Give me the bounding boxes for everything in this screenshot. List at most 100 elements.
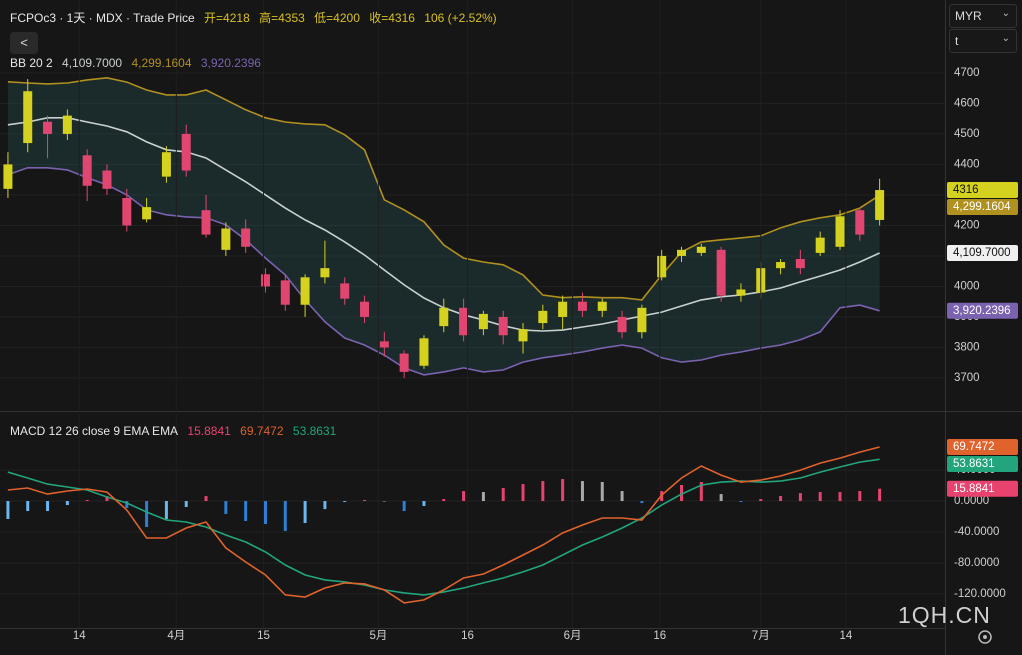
x-tick-label: 16	[461, 630, 474, 642]
histogram-bar	[224, 501, 228, 514]
histogram-bar	[878, 488, 882, 502]
candle-body	[538, 310, 548, 324]
candle-body	[736, 289, 746, 296]
candle-body	[518, 329, 528, 342]
candle-body	[221, 228, 231, 250]
x-tick-label: 7月	[752, 630, 770, 642]
currency: MYR	[955, 9, 982, 23]
candle-body	[637, 307, 647, 333]
candle-body	[419, 338, 429, 366]
currency-select[interactable]: MYR ⌄	[949, 4, 1017, 28]
indicator-name: BB 20 2	[10, 56, 53, 70]
indicator-name: MACD 12 26 close 9 EMA EMA	[10, 424, 179, 438]
bb-line	[7, 167, 880, 376]
bb-band-fill	[7, 77, 880, 375]
candle-body	[340, 283, 350, 299]
y-tick-label: -120.0000	[954, 588, 1006, 600]
histogram-bar	[303, 501, 307, 524]
histogram-bar	[481, 492, 485, 502]
legend-value: 4,109.7000	[62, 56, 123, 70]
symbol-title: FCPOc3 · 1天 · MDX · Trade Price	[10, 11, 195, 25]
price-badge-label: 4,109.7000	[953, 247, 1011, 259]
x-tick-label: 16	[653, 630, 666, 642]
histogram-bar	[105, 496, 109, 502]
histogram-bar	[382, 501, 386, 502]
histogram-bar	[442, 499, 446, 502]
unit-select[interactable]: t ⌄	[949, 29, 1017, 53]
signal-line	[7, 458, 880, 596]
candle-body	[260, 274, 270, 287]
histogram-bar	[640, 501, 644, 504]
histogram-bar	[680, 485, 684, 502]
candle-body	[478, 313, 488, 330]
histogram-bar	[244, 501, 248, 522]
price-badge	[947, 302, 1018, 319]
candle-body	[677, 249, 687, 256]
histogram-bar	[561, 479, 565, 502]
candle-body	[498, 316, 508, 336]
settings-icon[interactable]	[978, 630, 992, 644]
histogram-bar	[462, 491, 466, 502]
histogram-bar	[164, 501, 168, 519]
candle-body	[82, 155, 92, 186]
macd-legend: MACD 12 26 close 9 EMA EMA 15.8841 69.74…	[10, 424, 342, 438]
candle-body	[300, 277, 310, 305]
histogram-bar	[541, 481, 545, 502]
y-tick-label: 4600	[954, 97, 980, 109]
ohlc-low: 低=4200	[314, 11, 360, 25]
ohlc-close: 收=4316	[369, 11, 415, 25]
histogram-bar	[838, 492, 842, 502]
histogram-bar	[521, 484, 525, 502]
price-badge-label: 4,299.1604	[953, 201, 1011, 213]
histogram-bar	[204, 496, 208, 502]
price-badge-label: 4316	[953, 184, 979, 196]
histogram-bar	[145, 501, 149, 527]
candle-body	[43, 121, 53, 134]
candle-body	[617, 316, 627, 333]
candle-body	[62, 115, 72, 134]
y-tick-label: 3800	[954, 341, 980, 353]
candle-body	[835, 216, 845, 247]
histogram-bar	[600, 481, 604, 502]
histogram-bar	[363, 500, 367, 502]
legend-value: 53.8631	[292, 424, 337, 438]
candle-body	[320, 268, 330, 278]
watermark: 1QH.CN	[898, 602, 991, 628]
y-tick-label: 4400	[954, 158, 980, 170]
x-tick-label: 14	[73, 630, 86, 642]
legend-value: 3,920.2396	[200, 56, 261, 70]
price-badge	[947, 439, 1018, 456]
y-tick-label: 4500	[954, 128, 980, 140]
histogram-bar	[580, 481, 584, 502]
histogram-bar	[65, 501, 69, 506]
candle-body	[597, 301, 607, 311]
candle-body	[716, 249, 726, 296]
candle-body	[161, 152, 171, 177]
histogram-bar	[719, 494, 723, 502]
header: FCPOc3 · 1天 · MDX · Trade Price 开=4218 高…	[10, 9, 503, 26]
candle-body	[657, 255, 667, 278]
candle-body	[439, 307, 449, 327]
histogram-bar	[699, 481, 703, 502]
price-badge-label: 53.8631	[953, 458, 995, 470]
price-badge	[947, 244, 1018, 261]
x-tick-label: 14	[840, 630, 853, 642]
candle-body	[577, 301, 587, 311]
bb-legend: BB 20 2 4,109.7000 4,299.1604 3,920.2396	[10, 56, 267, 70]
macd-line	[7, 446, 880, 604]
y-tick-label: 3700	[954, 372, 980, 384]
collapse-button[interactable]: <	[10, 32, 38, 54]
y-tick-label: 4000	[954, 280, 980, 292]
y-tick-label: 0.0000	[954, 495, 989, 507]
histogram-bar	[283, 501, 287, 531]
histogram-bar	[858, 491, 862, 502]
unit: t	[955, 34, 959, 48]
candle-body	[379, 341, 389, 348]
legend-value: 4,299.1604	[131, 56, 192, 70]
candle-body	[696, 246, 706, 253]
candle-body	[3, 164, 13, 189]
histogram-bar	[125, 501, 129, 508]
legend-value: 69.7472	[240, 424, 284, 438]
candle-body	[102, 170, 112, 189]
histogram-bar	[798, 493, 802, 502]
